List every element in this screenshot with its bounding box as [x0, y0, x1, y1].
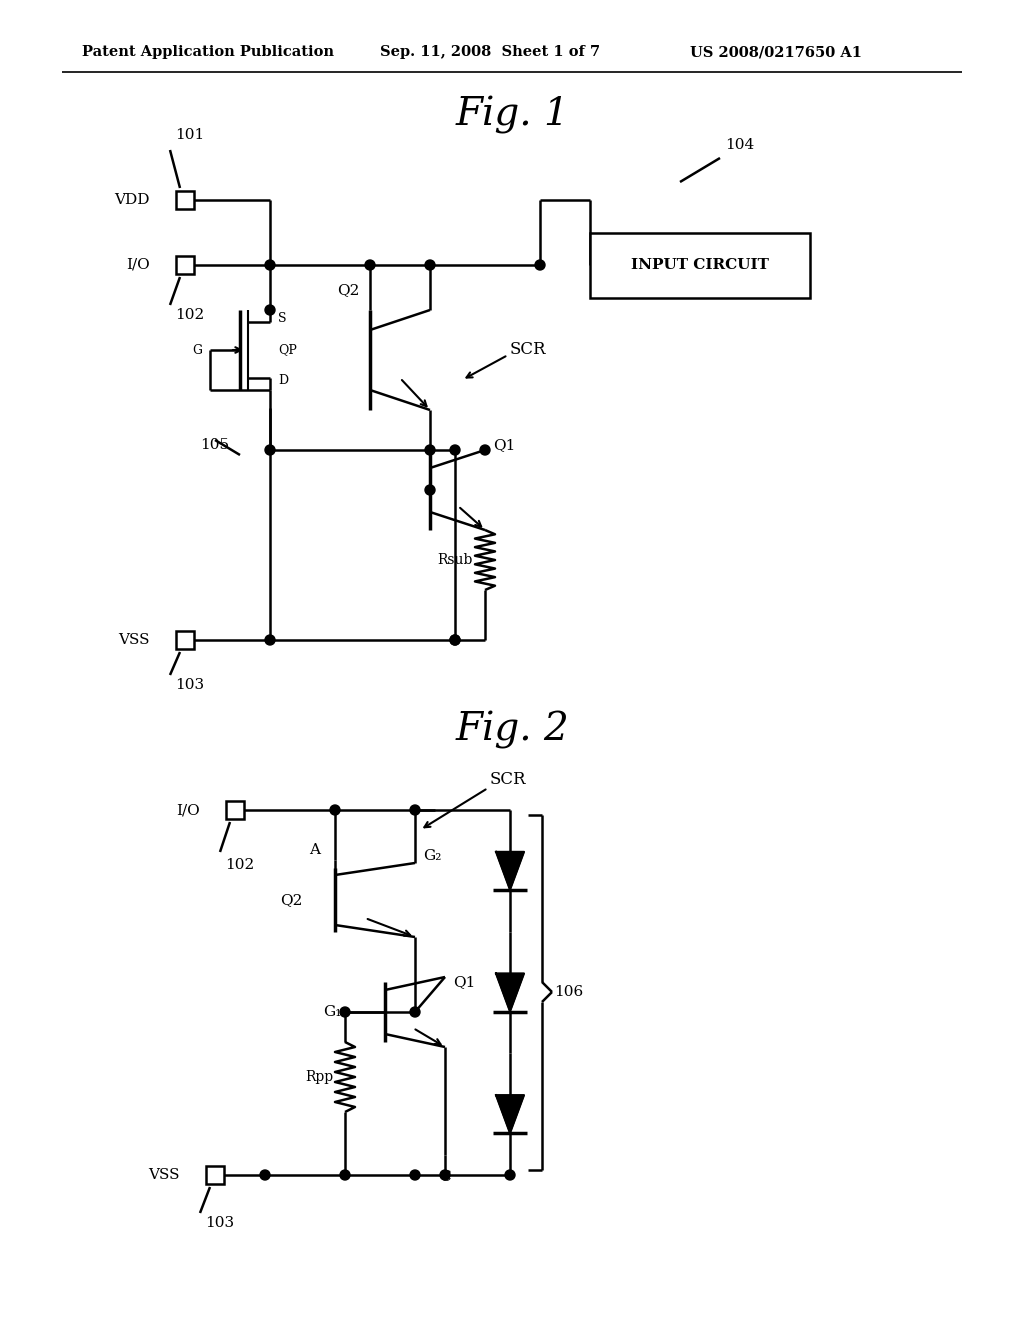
Circle shape: [450, 445, 460, 455]
Circle shape: [340, 1007, 350, 1016]
Circle shape: [410, 805, 420, 814]
Text: D: D: [278, 374, 288, 387]
Text: Sep. 11, 2008  Sheet 1 of 7: Sep. 11, 2008 Sheet 1 of 7: [380, 45, 600, 59]
Text: US 2008/0217650 A1: US 2008/0217650 A1: [690, 45, 862, 59]
Circle shape: [265, 305, 275, 315]
Circle shape: [425, 260, 435, 271]
Text: Patent Application Publication: Patent Application Publication: [82, 45, 334, 59]
Text: INPUT CIRCUIT: INPUT CIRCUIT: [631, 257, 769, 272]
Text: Q2: Q2: [280, 894, 302, 907]
Text: 102: 102: [225, 858, 254, 873]
Circle shape: [450, 635, 460, 645]
Text: Q1: Q1: [493, 438, 515, 451]
Circle shape: [260, 1170, 270, 1180]
Bar: [176, 191, 194, 209]
Circle shape: [535, 260, 545, 271]
Circle shape: [440, 1170, 450, 1180]
Polygon shape: [496, 974, 524, 1011]
Text: Q1: Q1: [453, 975, 475, 989]
Text: VSS: VSS: [119, 634, 150, 647]
Text: 103: 103: [205, 1216, 234, 1230]
Circle shape: [505, 1170, 515, 1180]
Polygon shape: [496, 1096, 524, 1133]
Circle shape: [265, 260, 275, 271]
Text: 106: 106: [554, 985, 584, 999]
Text: Fig. 2: Fig. 2: [455, 711, 569, 748]
Text: A: A: [309, 843, 319, 857]
Circle shape: [365, 260, 375, 271]
Text: 105: 105: [200, 438, 229, 451]
Text: VDD: VDD: [115, 193, 150, 207]
Circle shape: [425, 484, 435, 495]
Circle shape: [265, 445, 275, 455]
Circle shape: [410, 1170, 420, 1180]
Text: I/O: I/O: [126, 257, 150, 272]
Text: G: G: [193, 343, 202, 356]
Text: S: S: [278, 312, 287, 325]
Bar: [176, 256, 194, 275]
Circle shape: [425, 445, 435, 455]
Circle shape: [330, 805, 340, 814]
Bar: [176, 631, 194, 649]
Text: Q2: Q2: [338, 282, 360, 297]
Text: 104: 104: [725, 139, 755, 152]
Text: 101: 101: [175, 128, 204, 143]
Circle shape: [340, 1170, 350, 1180]
Text: Rsub: Rsub: [437, 553, 473, 568]
Text: 102: 102: [175, 308, 204, 322]
Circle shape: [480, 445, 490, 455]
Text: C: C: [439, 1170, 451, 1184]
Text: SCR: SCR: [490, 771, 526, 788]
Polygon shape: [496, 851, 524, 890]
Text: QP: QP: [278, 343, 297, 356]
Circle shape: [450, 635, 460, 645]
Circle shape: [410, 1007, 420, 1016]
Text: 103: 103: [175, 678, 204, 692]
Bar: [206, 1166, 224, 1184]
Bar: [226, 801, 244, 818]
Bar: [590, 234, 810, 298]
Text: Fig. 1: Fig. 1: [455, 96, 569, 135]
Text: SCR: SCR: [510, 342, 547, 359]
Text: G₁: G₁: [323, 1005, 341, 1019]
Circle shape: [265, 635, 275, 645]
Text: I/O: I/O: [176, 803, 200, 817]
Text: G₂: G₂: [423, 849, 441, 863]
Text: Rpp: Rpp: [305, 1071, 333, 1084]
Text: VSS: VSS: [148, 1168, 180, 1181]
